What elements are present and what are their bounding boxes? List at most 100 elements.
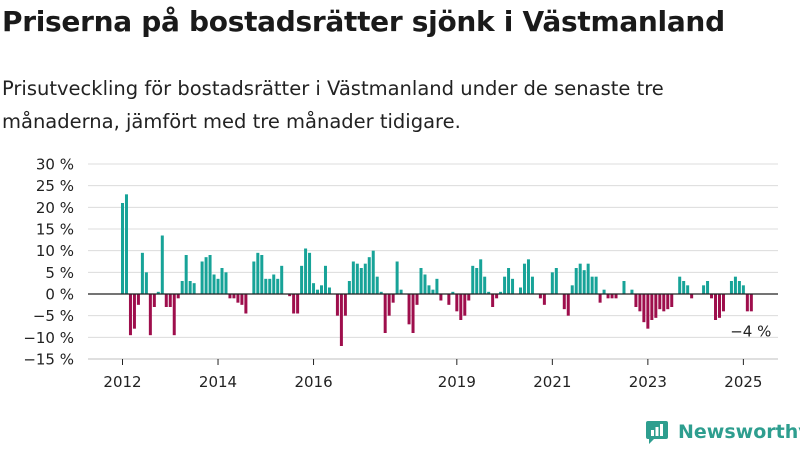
bar [312, 283, 316, 294]
bar [156, 291, 160, 294]
bar [327, 287, 331, 294]
x-tick-label: 2014 [199, 373, 237, 391]
last-value-label: −4 % [730, 322, 771, 340]
bar [566, 294, 570, 316]
bar [407, 294, 411, 325]
bar [526, 259, 530, 294]
bar [459, 294, 463, 320]
bar [507, 268, 511, 294]
bar [487, 291, 491, 294]
bar [749, 294, 753, 312]
bar [642, 294, 646, 323]
bar [678, 276, 682, 294]
bar [666, 294, 670, 310]
bar [729, 281, 733, 294]
bar [208, 255, 212, 294]
bar [634, 294, 638, 307]
bar [292, 294, 296, 314]
bar [411, 294, 415, 333]
bar [550, 272, 554, 294]
bar [737, 281, 741, 294]
bar [702, 285, 706, 294]
bar [522, 263, 526, 294]
bar [264, 278, 268, 294]
bar [594, 276, 598, 294]
bar [439, 294, 443, 301]
bar [379, 291, 383, 294]
y-tick-label: 30 % [36, 156, 74, 174]
bar [745, 294, 749, 312]
bar [578, 263, 582, 294]
bar [276, 278, 280, 294]
bar [503, 276, 507, 294]
bar [686, 285, 690, 294]
bar [252, 261, 256, 294]
bar [435, 278, 439, 294]
grid-lines [88, 163, 778, 360]
bar [447, 294, 451, 305]
bar [387, 294, 391, 316]
bar [670, 294, 674, 307]
y-tick-label: 15 % [36, 221, 74, 239]
bar [144, 272, 148, 294]
bar [128, 294, 132, 336]
bar [710, 294, 714, 299]
bar [718, 294, 721, 318]
bar [463, 294, 467, 316]
x-tick-label: 2019 [438, 373, 476, 391]
bar [423, 274, 427, 294]
bar [622, 281, 626, 294]
bar [320, 285, 323, 294]
bar [236, 294, 240, 303]
bar [136, 294, 140, 305]
x-tick-label: 2012 [103, 373, 141, 391]
bar [367, 257, 371, 294]
bar [455, 294, 459, 312]
y-tick-label: −15 % [23, 351, 74, 369]
bar [483, 276, 487, 294]
bar [662, 294, 666, 312]
bar [530, 276, 534, 294]
bar [586, 263, 590, 294]
bar [316, 289, 320, 294]
bar [184, 255, 188, 294]
bar [690, 294, 694, 299]
bar [598, 294, 602, 303]
bar [395, 261, 399, 294]
bar [200, 261, 204, 294]
bar [359, 268, 363, 294]
y-axis-tick-labels: 30 % 25 % 20 % 15 % 10 % 5 % 0 % −5 % −10 % −15 % [23, 156, 74, 369]
bar [124, 194, 128, 294]
bar [148, 294, 152, 336]
y-tick-label: −10 % [23, 329, 74, 347]
bar [471, 265, 475, 294]
bar [308, 252, 312, 294]
bar [132, 294, 136, 329]
bar [240, 294, 244, 305]
bar [180, 281, 184, 294]
bar [538, 294, 542, 299]
bar [228, 294, 232, 299]
chart-subtitle: Prisutveckling för bostadsrätter i Västm… [2, 77, 664, 133]
x-tick-label: 2025 [724, 373, 762, 391]
bar [296, 294, 300, 314]
bar [272, 274, 276, 294]
annotations: −4 % [730, 322, 771, 340]
bar [188, 281, 192, 294]
bar [419, 268, 423, 294]
bar [347, 281, 351, 294]
bar [606, 294, 610, 299]
bar [733, 276, 737, 294]
bar [519, 287, 522, 294]
bar [224, 272, 228, 294]
y-tick-label: 20 % [36, 199, 74, 217]
x-tick-label: 2021 [533, 373, 571, 391]
bar [582, 270, 586, 294]
bar [650, 294, 654, 320]
bar [351, 261, 355, 294]
bar [554, 268, 558, 294]
bar [152, 294, 156, 307]
x-tick-label: 2023 [629, 373, 667, 391]
bar [375, 276, 379, 294]
chart-title: Priserna på bostadsrätter sjönk i Västma… [2, 5, 725, 38]
